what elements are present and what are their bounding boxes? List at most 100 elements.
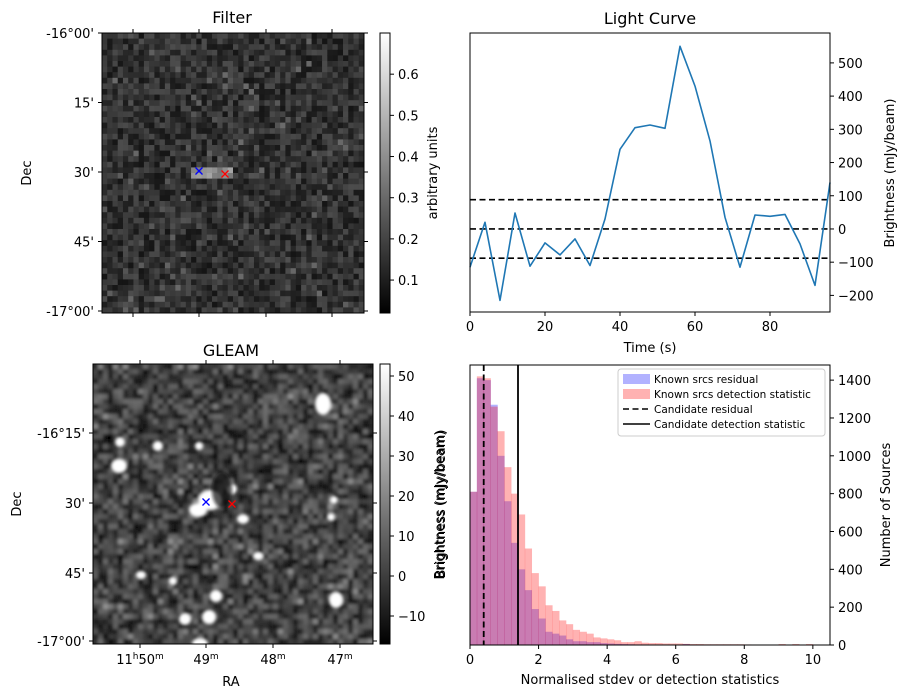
filter-pixel — [154, 301, 161, 308]
gleam-pixel — [128, 509, 134, 515]
filter-pixel — [128, 167, 134, 174]
gleam-pixel — [168, 544, 174, 550]
filter-pixel — [222, 128, 229, 135]
gleam-pixel — [153, 629, 159, 635]
gleam-pixel — [188, 609, 194, 615]
gleam-pixel — [213, 539, 219, 545]
filter-pixel — [107, 44, 113, 51]
filter-pixel — [353, 307, 360, 313]
gleam-pixel — [188, 419, 194, 425]
filter-pixel — [133, 150, 140, 157]
gleam-pixel — [103, 424, 109, 430]
gleam-pixel — [133, 394, 139, 400]
filter-pixel — [164, 195, 171, 202]
gleam-pixel — [128, 519, 134, 525]
gleam-pixel — [273, 619, 279, 625]
gleam-pixel — [123, 449, 129, 455]
filter-pixel — [358, 145, 364, 151]
filter-pixel — [348, 122, 354, 129]
filter-pixel — [117, 66, 124, 73]
filter-pixel — [206, 290, 213, 297]
gleam-pixel — [103, 414, 109, 420]
filter-pixel — [316, 257, 323, 263]
gleam-pixel — [218, 529, 224, 535]
gleam-pixel — [263, 449, 269, 455]
gleam-pixel — [233, 584, 239, 590]
filter-pixel — [196, 55, 202, 62]
gleam-pixel — [268, 424, 274, 430]
gleam-pixel — [103, 629, 109, 635]
filter-pixel — [274, 251, 281, 258]
filter-pixel — [159, 145, 166, 151]
filter-pixel — [285, 38, 292, 45]
filter-pixel — [180, 307, 187, 313]
gleam-pixel — [278, 539, 284, 545]
filter-pixel — [358, 173, 364, 179]
filter-pixel — [143, 139, 150, 146]
filter-pixel — [253, 285, 260, 291]
filter-pixel — [238, 301, 244, 308]
filter-pixel — [175, 117, 181, 123]
filter-pixel — [337, 206, 344, 213]
filter-pixel — [353, 145, 360, 151]
filter-pixel — [128, 195, 134, 202]
filter-pixel — [343, 133, 349, 140]
filter-pixel — [201, 167, 208, 174]
filter-pixel — [154, 111, 161, 118]
gleam-pixel — [173, 489, 179, 495]
filter-pixel — [306, 217, 312, 224]
gleam-pixel — [143, 499, 149, 505]
gleam-pixel — [173, 499, 179, 505]
gleam-pixel — [193, 569, 199, 575]
gleam-pixel — [103, 564, 109, 570]
gleam-pixel — [228, 599, 234, 605]
filter-pixel — [138, 111, 145, 118]
filter-pixel — [112, 201, 119, 207]
filter-pixel — [143, 111, 150, 118]
filter-pixel — [201, 212, 208, 219]
filter-pixel — [358, 100, 364, 107]
gleam-pixel — [293, 449, 299, 455]
gleam-pixel — [278, 454, 284, 460]
gleam-pixel — [148, 369, 154, 375]
filter-pixel — [259, 189, 265, 196]
gleam-pixel — [118, 399, 124, 405]
gleam-pixel — [293, 589, 299, 595]
gleam-pixel — [208, 634, 214, 640]
filter-pixel — [327, 173, 333, 179]
gleam-pixel — [258, 629, 264, 635]
gleam-pixel — [238, 619, 244, 625]
filter-pixel — [238, 173, 244, 179]
filter-pixel — [285, 189, 292, 196]
gleam-pixel — [113, 529, 119, 535]
filter-pixel — [170, 61, 176, 67]
gleam-pixel — [293, 424, 299, 430]
gleam-pixel — [273, 599, 279, 605]
filter-pixel — [259, 161, 265, 168]
gleam-pixel — [163, 519, 169, 525]
filter-pixel — [133, 189, 140, 196]
gleam-pixel — [258, 514, 264, 520]
gleam-pixel — [98, 504, 104, 510]
gleam-pixel — [288, 484, 294, 490]
filter-pixel — [274, 150, 281, 157]
filter-pixel — [295, 234, 302, 241]
filter-pixel — [117, 184, 124, 191]
filter-pixel — [128, 139, 134, 146]
gleam-pixel — [258, 539, 264, 545]
gleam-pixel — [303, 404, 309, 410]
gleam-pixel — [93, 524, 99, 530]
filter-pixel — [311, 128, 318, 135]
gleam-pixel — [108, 599, 114, 605]
gleam-pixel — [113, 424, 119, 430]
gleam-pixel — [243, 549, 249, 555]
gleam-pixel — [203, 559, 209, 565]
gleam-pixel — [143, 529, 149, 535]
gleam-pixel — [278, 399, 284, 405]
filter-pixel — [206, 161, 213, 168]
gleam-pixel — [148, 384, 154, 390]
gleam-pixel — [303, 444, 309, 450]
gleam-pixel — [283, 524, 289, 530]
filter-pixel — [301, 245, 307, 252]
gleam-pixel — [98, 419, 104, 425]
